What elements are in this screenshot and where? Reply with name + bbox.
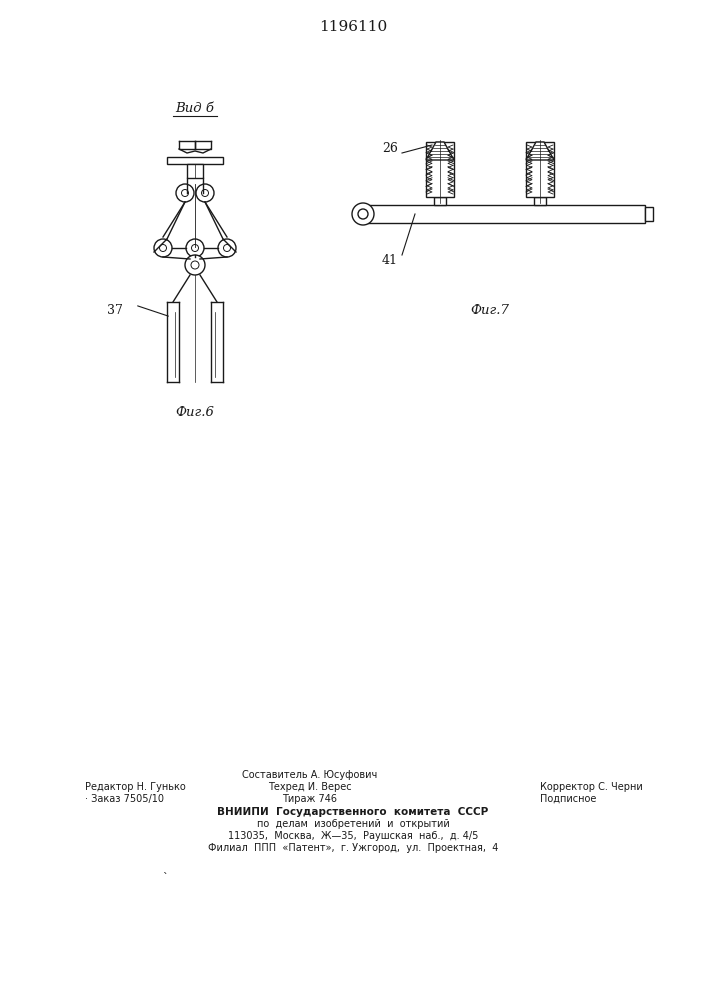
- Polygon shape: [426, 142, 454, 160]
- Text: 37: 37: [107, 304, 123, 316]
- Text: по  делам  изобретений  и  открытий: по делам изобретений и открытий: [257, 819, 450, 829]
- Circle shape: [182, 190, 189, 196]
- Text: 113035,  Москва,  Ж—35,  Раушская  наб.,  д. 4/5: 113035, Москва, Ж—35, Раушская наб., д. …: [228, 831, 478, 841]
- Text: `: `: [162, 873, 168, 883]
- Bar: [534, 197, 546, 205]
- Circle shape: [358, 209, 368, 219]
- Text: ВНИИПИ  Государственного  комитета  СССР: ВНИИПИ Государственного комитета СССР: [217, 807, 489, 817]
- Circle shape: [191, 261, 199, 269]
- Bar: [645, 207, 653, 221]
- Circle shape: [192, 244, 199, 251]
- Circle shape: [185, 255, 205, 275]
- Circle shape: [196, 184, 214, 202]
- Circle shape: [218, 239, 236, 257]
- Text: Корректор С. Черни: Корректор С. Черни: [540, 782, 643, 792]
- Text: Составитель А. Юсуфович: Составитель А. Юсуфович: [243, 770, 378, 780]
- Circle shape: [201, 190, 209, 196]
- Text: Филиал  ППП  «Патент»,  г. Ужгород,  ул.  Проектная,  4: Филиал ППП «Патент», г. Ужгород, ул. Про…: [208, 843, 498, 853]
- Text: Вид б: Вид б: [175, 102, 214, 115]
- Circle shape: [160, 244, 167, 251]
- Text: Редактор Н. Гунько: Редактор Н. Гунько: [85, 782, 186, 792]
- Circle shape: [352, 203, 374, 225]
- Text: Фиг.7: Фиг.7: [471, 304, 510, 316]
- Text: 26: 26: [382, 141, 398, 154]
- Text: · Заказ 7505/10: · Заказ 7505/10: [85, 794, 164, 804]
- Text: Техред И. Верес: Техред И. Верес: [268, 782, 352, 792]
- Bar: [167, 157, 223, 164]
- Text: 41: 41: [382, 253, 398, 266]
- Circle shape: [154, 239, 172, 257]
- Text: Фиг.6: Фиг.6: [175, 406, 214, 418]
- Text: 1196110: 1196110: [319, 20, 387, 34]
- Circle shape: [223, 244, 230, 251]
- Text: Тираж 746: Тираж 746: [283, 794, 337, 804]
- Circle shape: [186, 239, 204, 257]
- Bar: [365, 205, 645, 223]
- Text: Подписное: Подписное: [540, 794, 597, 804]
- Bar: [434, 197, 446, 205]
- Bar: [187, 164, 203, 178]
- Circle shape: [176, 184, 194, 202]
- Bar: [426, 142, 454, 197]
- Polygon shape: [526, 142, 554, 160]
- Bar: [526, 142, 554, 197]
